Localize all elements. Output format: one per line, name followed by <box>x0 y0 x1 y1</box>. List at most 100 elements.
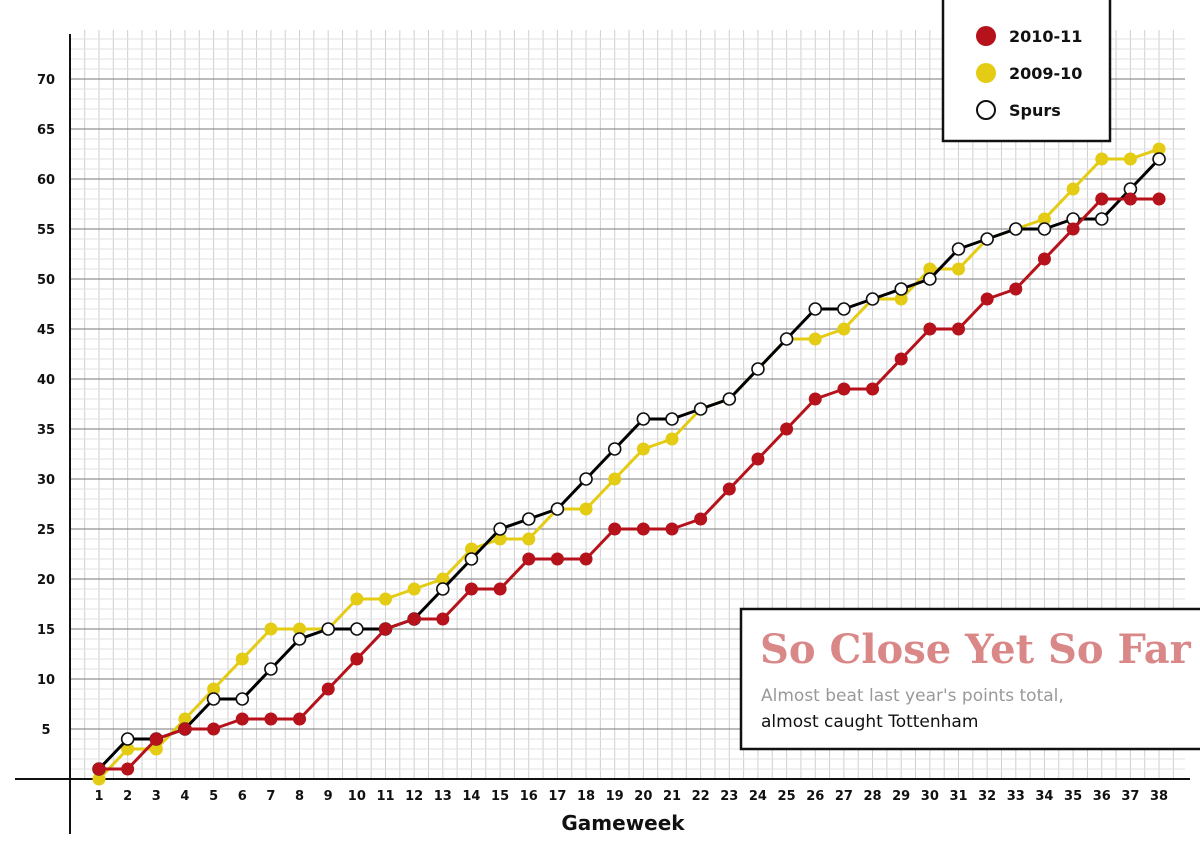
y-tick-label: 45 <box>37 323 55 338</box>
x-tick-label: 4 <box>180 789 189 804</box>
data-point <box>1008 222 1023 236</box>
x-tick-label: 16 <box>520 789 538 804</box>
data-point <box>464 552 479 566</box>
data-point <box>1152 192 1166 206</box>
data-point <box>350 652 364 666</box>
x-tick-label: 18 <box>577 789 595 804</box>
x-tick-label: 14 <box>462 789 480 804</box>
data-point <box>292 632 307 646</box>
data-point <box>149 732 163 746</box>
data-point <box>522 552 536 566</box>
data-point <box>149 742 163 756</box>
data-point <box>206 692 221 706</box>
data-point <box>951 242 966 256</box>
x-tick-label: 17 <box>548 789 566 804</box>
x-tick-label: 37 <box>1121 789 1139 804</box>
x-axis-title: Gameweek <box>561 811 685 835</box>
data-point <box>837 302 851 316</box>
title-box: So Close Yet So Far Almost beat last yea… <box>739 607 1200 751</box>
data-point <box>1066 182 1080 196</box>
data-point <box>407 612 421 626</box>
data-point <box>636 522 650 536</box>
x-tick-label: 22 <box>692 789 710 804</box>
data-point <box>436 572 450 586</box>
data-point <box>1037 212 1051 226</box>
data-point <box>207 682 221 696</box>
y-tick-label: 50 <box>37 273 55 288</box>
x-tick-label: 32 <box>978 789 996 804</box>
data-point <box>121 762 135 776</box>
data-point <box>1037 222 1052 236</box>
data-point <box>178 712 192 726</box>
data-point <box>235 692 250 706</box>
data-point <box>1152 152 1166 166</box>
x-tick-label: 15 <box>491 789 509 804</box>
data-point <box>665 412 679 426</box>
x-tick-label: 8 <box>295 789 304 804</box>
data-point <box>264 712 278 726</box>
x-tick-label: 6 <box>238 789 247 804</box>
data-point <box>980 292 994 306</box>
x-tick-label: 36 <box>1093 789 1111 804</box>
x-tick-label: 3 <box>152 789 161 804</box>
data-point <box>665 522 679 536</box>
y-tick-label: 40 <box>37 373 55 388</box>
x-tick-label: 33 <box>1007 789 1025 804</box>
data-point <box>808 302 823 316</box>
data-point <box>923 272 937 286</box>
y-tick-label: 70 <box>37 73 55 88</box>
x-tick-label: 20 <box>634 789 652 804</box>
data-point <box>350 622 364 636</box>
x-tick-label: 19 <box>606 789 624 804</box>
x-tick-label: 28 <box>864 789 882 804</box>
data-point <box>207 722 221 736</box>
data-point <box>923 262 937 276</box>
data-point <box>865 292 880 306</box>
data-point <box>464 582 478 596</box>
legend-label-2009-10: 2009-10 <box>1009 64 1082 83</box>
data-point <box>235 652 249 666</box>
data-point <box>980 232 994 246</box>
x-tick-label: 9 <box>324 789 333 804</box>
data-point <box>722 392 737 406</box>
data-point <box>321 682 335 696</box>
data-point <box>321 622 336 636</box>
data-point <box>837 322 851 336</box>
x-tick-label: 27 <box>835 789 853 804</box>
x-tick-label: 26 <box>806 789 824 804</box>
x-tick-label: 10 <box>348 789 366 804</box>
chart-subtitle-line2: almost caught Tottenham <box>761 712 978 732</box>
x-tick-label: 5 <box>209 789 218 804</box>
y-tick-label: 35 <box>37 423 55 438</box>
data-point <box>550 552 564 566</box>
data-point <box>808 332 822 346</box>
data-point <box>493 522 507 536</box>
x-tick-label: 7 <box>266 789 275 804</box>
data-point <box>1009 282 1023 296</box>
data-point <box>952 262 965 276</box>
series-2010-11 <box>92 192 1166 776</box>
data-point <box>407 582 421 596</box>
data-point <box>1123 152 1137 166</box>
y-tick-label: 60 <box>37 173 55 188</box>
data-point <box>235 712 249 726</box>
data-point <box>1095 192 1109 206</box>
data-point <box>435 582 450 596</box>
series-layer <box>92 142 1166 786</box>
data-point <box>264 622 278 636</box>
data-point <box>837 382 851 396</box>
data-point <box>550 502 565 516</box>
chart-title: So Close Yet So Far <box>760 626 1192 673</box>
data-point <box>894 282 909 296</box>
x-tick-label: 30 <box>921 789 939 804</box>
legend-marker-2009-10 <box>976 63 996 83</box>
data-point <box>92 772 106 786</box>
x-tick-label: 2 <box>123 789 132 804</box>
legend-marker-spurs <box>976 100 996 120</box>
data-point <box>1066 222 1080 236</box>
x-tick-label: 31 <box>949 789 967 804</box>
data-point <box>636 412 651 426</box>
x-tick-label: 23 <box>720 789 738 804</box>
